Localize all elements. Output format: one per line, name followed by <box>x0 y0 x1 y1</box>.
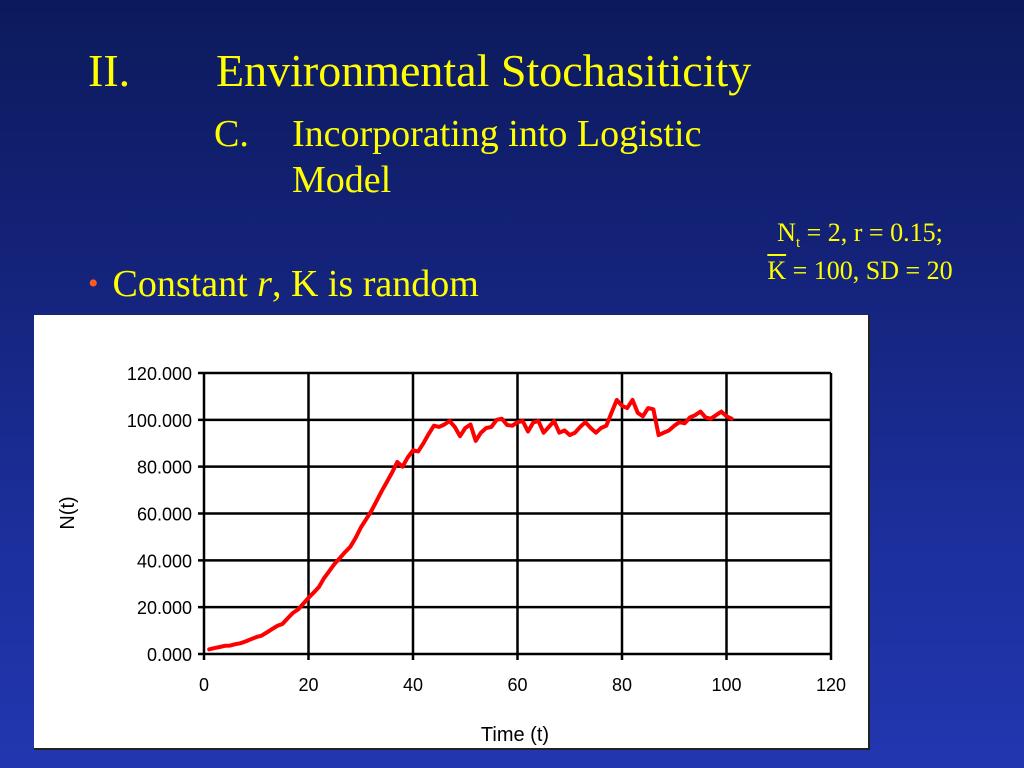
bullet-text-r: r <box>257 263 272 305</box>
x-tick-label: 100 <box>711 675 741 695</box>
x-tick-label: 80 <box>612 675 632 695</box>
x-axis-label: Time (t) <box>481 724 549 746</box>
x-tick-label: 120 <box>816 675 846 695</box>
y-axis-label: N(t) <box>57 496 79 529</box>
subtitle-line-1: Incorporating into Logistic <box>292 113 702 155</box>
y-tick-label: 60.000 <box>137 505 192 525</box>
y-tick-label: 80.000 <box>137 458 192 478</box>
line-chart: 0.000 20.000 40.000 60.000 80.000 100.000 120.… <box>57 364 846 746</box>
x-tick-labels: 0 20 40 60 80 100 120 <box>199 675 846 695</box>
grid-lines <box>198 371 833 660</box>
slide-title: II. Environmental Stochasiticity <box>88 44 751 97</box>
bullet-text-pre: Constant <box>112 263 258 305</box>
chart-panel: 0.000 20.000 40.000 60.000 80.000 100.000 120.… <box>34 315 870 750</box>
title-number: II. <box>88 45 131 96</box>
param-rest-1: = 2, r = 0.15; <box>800 218 943 247</box>
subtitle-line-2: Model <box>292 158 392 201</box>
series-line <box>207 397 734 652</box>
subtitle-number: C. <box>214 113 249 155</box>
x-tick-label: 60 <box>507 675 527 695</box>
y-tick-label: 20.000 <box>137 598 192 618</box>
parameter-line-2: K = 100, SD = 20 <box>732 254 988 288</box>
y-tick-label: 40.000 <box>137 551 192 571</box>
param-t-subscript: t <box>795 235 801 252</box>
subtitle-text: Incorporating into Logistic Model <box>292 112 892 203</box>
bullet-dot-icon: • <box>88 267 99 300</box>
x-tick-label: 20 <box>298 675 318 695</box>
x-tick-label: 40 <box>403 675 423 695</box>
x-tick-label: 0 <box>199 675 209 695</box>
y-tick-label: 0.000 <box>147 645 192 665</box>
parameter-line-1: Nt = 2, r = 0.15; <box>732 216 988 254</box>
parameter-box: Nt = 2, r = 0.15; K = 100, SD = 20 <box>732 216 988 287</box>
y-tick-label: 120.000 <box>127 364 192 384</box>
param-k-mean: K <box>767 255 787 285</box>
y-tick-label: 100.000 <box>127 411 192 431</box>
bullet-text-post: , K is random <box>271 263 479 305</box>
param-rest-2: = 100, SD = 20 <box>786 255 953 285</box>
series-layer <box>207 397 734 652</box>
title-text: Environmental Stochasiticity <box>216 45 752 96</box>
y-tick-labels: 0.000 20.000 40.000 60.000 80.000 100.000 120.… <box>127 364 192 665</box>
param-n: N <box>777 218 796 247</box>
bullet-point: • Constant r, K is random <box>88 262 479 306</box>
